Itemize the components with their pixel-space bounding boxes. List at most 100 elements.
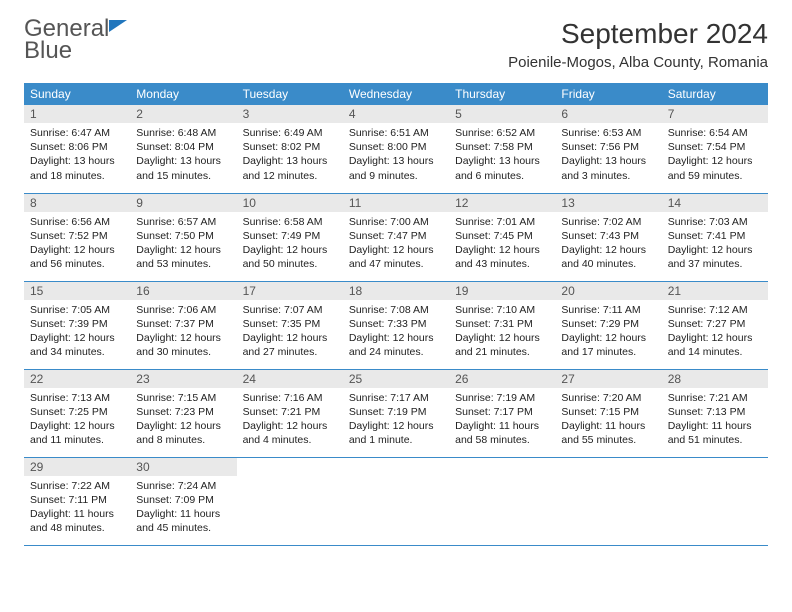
day-number: 23 bbox=[130, 370, 236, 388]
day-number: 15 bbox=[24, 282, 130, 300]
calendar-body: 1Sunrise: 6:47 AMSunset: 8:06 PMDaylight… bbox=[24, 105, 768, 545]
calendar-cell: 5Sunrise: 6:52 AMSunset: 7:58 PMDaylight… bbox=[449, 105, 555, 193]
calendar-cell: 23Sunrise: 7:15 AMSunset: 7:23 PMDayligh… bbox=[130, 369, 236, 457]
calendar-cell: 18Sunrise: 7:08 AMSunset: 7:33 PMDayligh… bbox=[343, 281, 449, 369]
logo-triangle-icon bbox=[109, 20, 127, 32]
day-number: 27 bbox=[555, 370, 661, 388]
calendar-cell bbox=[555, 457, 661, 545]
day-data: Sunrise: 6:48 AMSunset: 8:04 PMDaylight:… bbox=[130, 123, 236, 186]
calendar-row: 22Sunrise: 7:13 AMSunset: 7:25 PMDayligh… bbox=[24, 369, 768, 457]
column-header: Monday bbox=[130, 83, 236, 105]
calendar-cell bbox=[449, 457, 555, 545]
day-number: 14 bbox=[662, 194, 768, 212]
day-number: 12 bbox=[449, 194, 555, 212]
day-data: Sunrise: 6:58 AMSunset: 7:49 PMDaylight:… bbox=[237, 212, 343, 275]
calendar-cell: 27Sunrise: 7:20 AMSunset: 7:15 PMDayligh… bbox=[555, 369, 661, 457]
day-number: 21 bbox=[662, 282, 768, 300]
location: Poienile-Mogos, Alba County, Romania bbox=[508, 54, 768, 71]
column-header: Thursday bbox=[449, 83, 555, 105]
page-title: September 2024 bbox=[508, 18, 768, 50]
calendar-cell bbox=[662, 457, 768, 545]
day-number: 28 bbox=[662, 370, 768, 388]
calendar-cell: 2Sunrise: 6:48 AMSunset: 8:04 PMDaylight… bbox=[130, 105, 236, 193]
day-number: 26 bbox=[449, 370, 555, 388]
column-header: Friday bbox=[555, 83, 661, 105]
calendar-cell: 30Sunrise: 7:24 AMSunset: 7:09 PMDayligh… bbox=[130, 457, 236, 545]
day-data: Sunrise: 7:05 AMSunset: 7:39 PMDaylight:… bbox=[24, 300, 130, 363]
calendar-cell: 4Sunrise: 6:51 AMSunset: 8:00 PMDaylight… bbox=[343, 105, 449, 193]
logo-line2: Blue bbox=[24, 40, 127, 62]
calendar-cell: 17Sunrise: 7:07 AMSunset: 7:35 PMDayligh… bbox=[237, 281, 343, 369]
day-data: Sunrise: 7:03 AMSunset: 7:41 PMDaylight:… bbox=[662, 212, 768, 275]
day-number: 7 bbox=[662, 105, 768, 123]
calendar-row: 29Sunrise: 7:22 AMSunset: 7:11 PMDayligh… bbox=[24, 457, 768, 545]
calendar-cell: 7Sunrise: 6:54 AMSunset: 7:54 PMDaylight… bbox=[662, 105, 768, 193]
calendar-cell: 15Sunrise: 7:05 AMSunset: 7:39 PMDayligh… bbox=[24, 281, 130, 369]
calendar-cell: 21Sunrise: 7:12 AMSunset: 7:27 PMDayligh… bbox=[662, 281, 768, 369]
day-data: Sunrise: 7:21 AMSunset: 7:13 PMDaylight:… bbox=[662, 388, 768, 451]
calendar-row: 1Sunrise: 6:47 AMSunset: 8:06 PMDaylight… bbox=[24, 105, 768, 193]
day-data: Sunrise: 7:02 AMSunset: 7:43 PMDaylight:… bbox=[555, 212, 661, 275]
calendar-cell: 26Sunrise: 7:19 AMSunset: 7:17 PMDayligh… bbox=[449, 369, 555, 457]
day-data: Sunrise: 7:07 AMSunset: 7:35 PMDaylight:… bbox=[237, 300, 343, 363]
calendar-cell: 6Sunrise: 6:53 AMSunset: 7:56 PMDaylight… bbox=[555, 105, 661, 193]
calendar-head: SundayMondayTuesdayWednesdayThursdayFrid… bbox=[24, 83, 768, 105]
day-number: 3 bbox=[237, 105, 343, 123]
header: General Blue September 2024 Poienile-Mog… bbox=[24, 18, 768, 71]
day-data: Sunrise: 7:06 AMSunset: 7:37 PMDaylight:… bbox=[130, 300, 236, 363]
calendar-cell bbox=[343, 457, 449, 545]
calendar-cell: 16Sunrise: 7:06 AMSunset: 7:37 PMDayligh… bbox=[130, 281, 236, 369]
day-number: 19 bbox=[449, 282, 555, 300]
day-data: Sunrise: 7:15 AMSunset: 7:23 PMDaylight:… bbox=[130, 388, 236, 451]
calendar-cell: 9Sunrise: 6:57 AMSunset: 7:50 PMDaylight… bbox=[130, 193, 236, 281]
day-number: 5 bbox=[449, 105, 555, 123]
day-data: Sunrise: 6:52 AMSunset: 7:58 PMDaylight:… bbox=[449, 123, 555, 186]
day-number: 16 bbox=[130, 282, 236, 300]
calendar-cell: 29Sunrise: 7:22 AMSunset: 7:11 PMDayligh… bbox=[24, 457, 130, 545]
day-data: Sunrise: 7:00 AMSunset: 7:47 PMDaylight:… bbox=[343, 212, 449, 275]
day-data: Sunrise: 7:11 AMSunset: 7:29 PMDaylight:… bbox=[555, 300, 661, 363]
day-data: Sunrise: 6:57 AMSunset: 7:50 PMDaylight:… bbox=[130, 212, 236, 275]
calendar-cell: 13Sunrise: 7:02 AMSunset: 7:43 PMDayligh… bbox=[555, 193, 661, 281]
calendar-cell: 28Sunrise: 7:21 AMSunset: 7:13 PMDayligh… bbox=[662, 369, 768, 457]
calendar-cell bbox=[237, 457, 343, 545]
calendar-row: 8Sunrise: 6:56 AMSunset: 7:52 PMDaylight… bbox=[24, 193, 768, 281]
day-data: Sunrise: 7:13 AMSunset: 7:25 PMDaylight:… bbox=[24, 388, 130, 451]
calendar: SundayMondayTuesdayWednesdayThursdayFrid… bbox=[24, 83, 768, 546]
calendar-cell: 10Sunrise: 6:58 AMSunset: 7:49 PMDayligh… bbox=[237, 193, 343, 281]
day-number: 20 bbox=[555, 282, 661, 300]
calendar-cell: 25Sunrise: 7:17 AMSunset: 7:19 PMDayligh… bbox=[343, 369, 449, 457]
day-number: 10 bbox=[237, 194, 343, 212]
column-header: Sunday bbox=[24, 83, 130, 105]
calendar-cell: 22Sunrise: 7:13 AMSunset: 7:25 PMDayligh… bbox=[24, 369, 130, 457]
day-number: 11 bbox=[343, 194, 449, 212]
day-number: 30 bbox=[130, 458, 236, 476]
calendar-cell: 1Sunrise: 6:47 AMSunset: 8:06 PMDaylight… bbox=[24, 105, 130, 193]
calendar-cell: 19Sunrise: 7:10 AMSunset: 7:31 PMDayligh… bbox=[449, 281, 555, 369]
day-data: Sunrise: 7:17 AMSunset: 7:19 PMDaylight:… bbox=[343, 388, 449, 451]
day-data: Sunrise: 7:12 AMSunset: 7:27 PMDaylight:… bbox=[662, 300, 768, 363]
day-data: Sunrise: 6:56 AMSunset: 7:52 PMDaylight:… bbox=[24, 212, 130, 275]
day-data: Sunrise: 7:16 AMSunset: 7:21 PMDaylight:… bbox=[237, 388, 343, 451]
column-header: Wednesday bbox=[343, 83, 449, 105]
column-header: Tuesday bbox=[237, 83, 343, 105]
calendar-cell: 8Sunrise: 6:56 AMSunset: 7:52 PMDaylight… bbox=[24, 193, 130, 281]
day-data: Sunrise: 7:01 AMSunset: 7:45 PMDaylight:… bbox=[449, 212, 555, 275]
calendar-cell: 20Sunrise: 7:11 AMSunset: 7:29 PMDayligh… bbox=[555, 281, 661, 369]
day-number: 13 bbox=[555, 194, 661, 212]
day-data: Sunrise: 6:49 AMSunset: 8:02 PMDaylight:… bbox=[237, 123, 343, 186]
calendar-cell: 3Sunrise: 6:49 AMSunset: 8:02 PMDaylight… bbox=[237, 105, 343, 193]
day-number: 2 bbox=[130, 105, 236, 123]
day-data: Sunrise: 6:51 AMSunset: 8:00 PMDaylight:… bbox=[343, 123, 449, 186]
calendar-cell: 11Sunrise: 7:00 AMSunset: 7:47 PMDayligh… bbox=[343, 193, 449, 281]
logo: General Blue bbox=[24, 18, 127, 61]
day-number: 18 bbox=[343, 282, 449, 300]
calendar-cell: 24Sunrise: 7:16 AMSunset: 7:21 PMDayligh… bbox=[237, 369, 343, 457]
day-data: Sunrise: 6:53 AMSunset: 7:56 PMDaylight:… bbox=[555, 123, 661, 186]
calendar-cell: 12Sunrise: 7:01 AMSunset: 7:45 PMDayligh… bbox=[449, 193, 555, 281]
title-block: September 2024 Poienile-Mogos, Alba Coun… bbox=[508, 18, 768, 71]
day-number: 24 bbox=[237, 370, 343, 388]
column-header: Saturday bbox=[662, 83, 768, 105]
day-number: 8 bbox=[24, 194, 130, 212]
calendar-cell: 14Sunrise: 7:03 AMSunset: 7:41 PMDayligh… bbox=[662, 193, 768, 281]
